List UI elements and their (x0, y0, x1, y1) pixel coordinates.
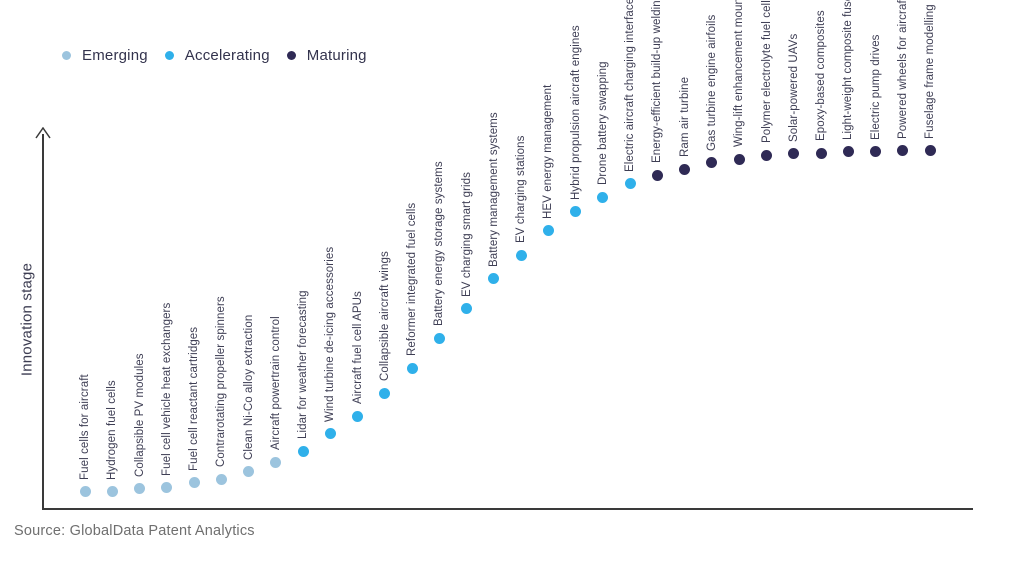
data-point-dot (679, 163, 691, 175)
data-point-dot (79, 486, 91, 498)
data-point-label: Reformer integrated fuel cells (406, 202, 419, 356)
data-point-dot (597, 191, 609, 203)
data-point-label: Electric pump drives (869, 34, 882, 140)
legend-label-accelerating: Accelerating (184, 47, 270, 64)
source-note: Source: GlobalData Patent Analytics (14, 523, 255, 539)
data-point-dot (706, 157, 718, 169)
y-axis-arrow-icon (35, 127, 51, 139)
data-point-dot (788, 148, 800, 160)
data-point-label: Wing-lift enhancement mountings (733, 0, 746, 148)
data-point-label: Battery energy storage systems (433, 161, 446, 327)
data-point-label: Polymer electrolyte fuel cells (760, 0, 773, 143)
data-point-dot (297, 445, 309, 457)
data-point-label: Electric aircraft charging interfaces (624, 0, 637, 172)
data-point-dot (570, 206, 582, 218)
data-point-dot (924, 145, 936, 157)
data-point-dot (188, 477, 200, 489)
data-point-dot (352, 410, 364, 422)
data-point-label: Collapsible PV modules (133, 353, 146, 477)
chart-legend: Emerging Accelerating Maturing (62, 47, 367, 64)
data-point-label: Drone battery swapping (596, 61, 609, 186)
y-axis-title: Innovation stage (18, 262, 36, 377)
data-point-label: Wind turbine de-icing accessories (324, 246, 337, 422)
data-point-dot (761, 149, 772, 161)
data-point-dot (134, 483, 146, 495)
data-point-dot (406, 362, 418, 374)
legend-label-emerging: Emerging (82, 47, 148, 64)
data-point-dot (897, 145, 909, 157)
data-point-label: Solar-powered UAVs (787, 33, 800, 142)
data-point-dot (624, 178, 636, 190)
data-point-label: Fuselage frame modelling (924, 4, 937, 139)
data-point-dot (651, 169, 663, 181)
data-point-label: Hydrogen fuel cells (106, 380, 119, 480)
legend-item-accelerating: Accelerating (164, 47, 270, 64)
data-point-label: Fuel cell reactant cartridges (188, 326, 201, 471)
data-point-label: HEV energy management (542, 84, 555, 219)
data-point-label: Aircraft powertrain control (269, 316, 282, 450)
data-point-dot (488, 273, 500, 285)
legend-item-emerging: Emerging (62, 47, 148, 64)
data-point-label: Epoxy-based composites (815, 10, 828, 142)
data-point-label: Collapsible aircraft wings (378, 251, 391, 382)
data-point-label: Aircraft fuel cell APUs (351, 291, 364, 405)
data-point-dot (270, 456, 282, 468)
data-point-label: EV charging stations (515, 135, 528, 244)
accelerating-dot-icon (164, 51, 174, 60)
data-point-dot (215, 473, 227, 485)
data-point-label: Powered wheels for aircraft landing (896, 0, 909, 139)
data-point-dot (243, 466, 255, 478)
data-point-label: Energy-efficient build-up welding (651, 0, 664, 164)
data-point-dot (842, 146, 854, 158)
data-point-dot (379, 387, 391, 399)
data-point-label: Fuel cells for aircraft (79, 374, 91, 480)
y-axis-line (42, 134, 44, 509)
emerging-dot-icon (62, 51, 71, 60)
data-point-label: EV charging smart grids (460, 171, 473, 297)
legend-item-maturing: Maturing (286, 47, 367, 64)
data-point-label: Hybrid propulsion aircraft engines (569, 25, 582, 200)
data-point-dot (515, 249, 527, 261)
data-point-dot (161, 482, 173, 494)
maturing-dot-icon (286, 51, 296, 60)
data-point-label: Battery management systems (487, 112, 500, 267)
data-point-label: Fuel cell vehicle heat exchangers (160, 302, 173, 476)
data-point-dot (815, 147, 827, 159)
data-point-label: Gas turbine engine airfoils (705, 14, 718, 151)
data-point-dot (106, 486, 118, 498)
data-point-label: Lidar for weather forecasting (297, 290, 310, 439)
data-point-dot (733, 153, 745, 165)
data-point-label: Contrarotating propeller spinners (215, 296, 228, 468)
data-point-label: Clean Ni-Co alloy extraction (242, 314, 255, 460)
data-point-dot (433, 332, 445, 344)
x-axis-line (42, 508, 973, 510)
data-point-dot (461, 303, 473, 315)
legend-label-maturing: Maturing (306, 47, 367, 64)
data-point-label: Light-weight composite fuselage (842, 0, 855, 140)
data-point-dot (324, 428, 336, 440)
data-point-dot (542, 225, 554, 237)
data-point-dot (870, 146, 882, 158)
data-point-label: Ram air turbine (678, 76, 691, 158)
